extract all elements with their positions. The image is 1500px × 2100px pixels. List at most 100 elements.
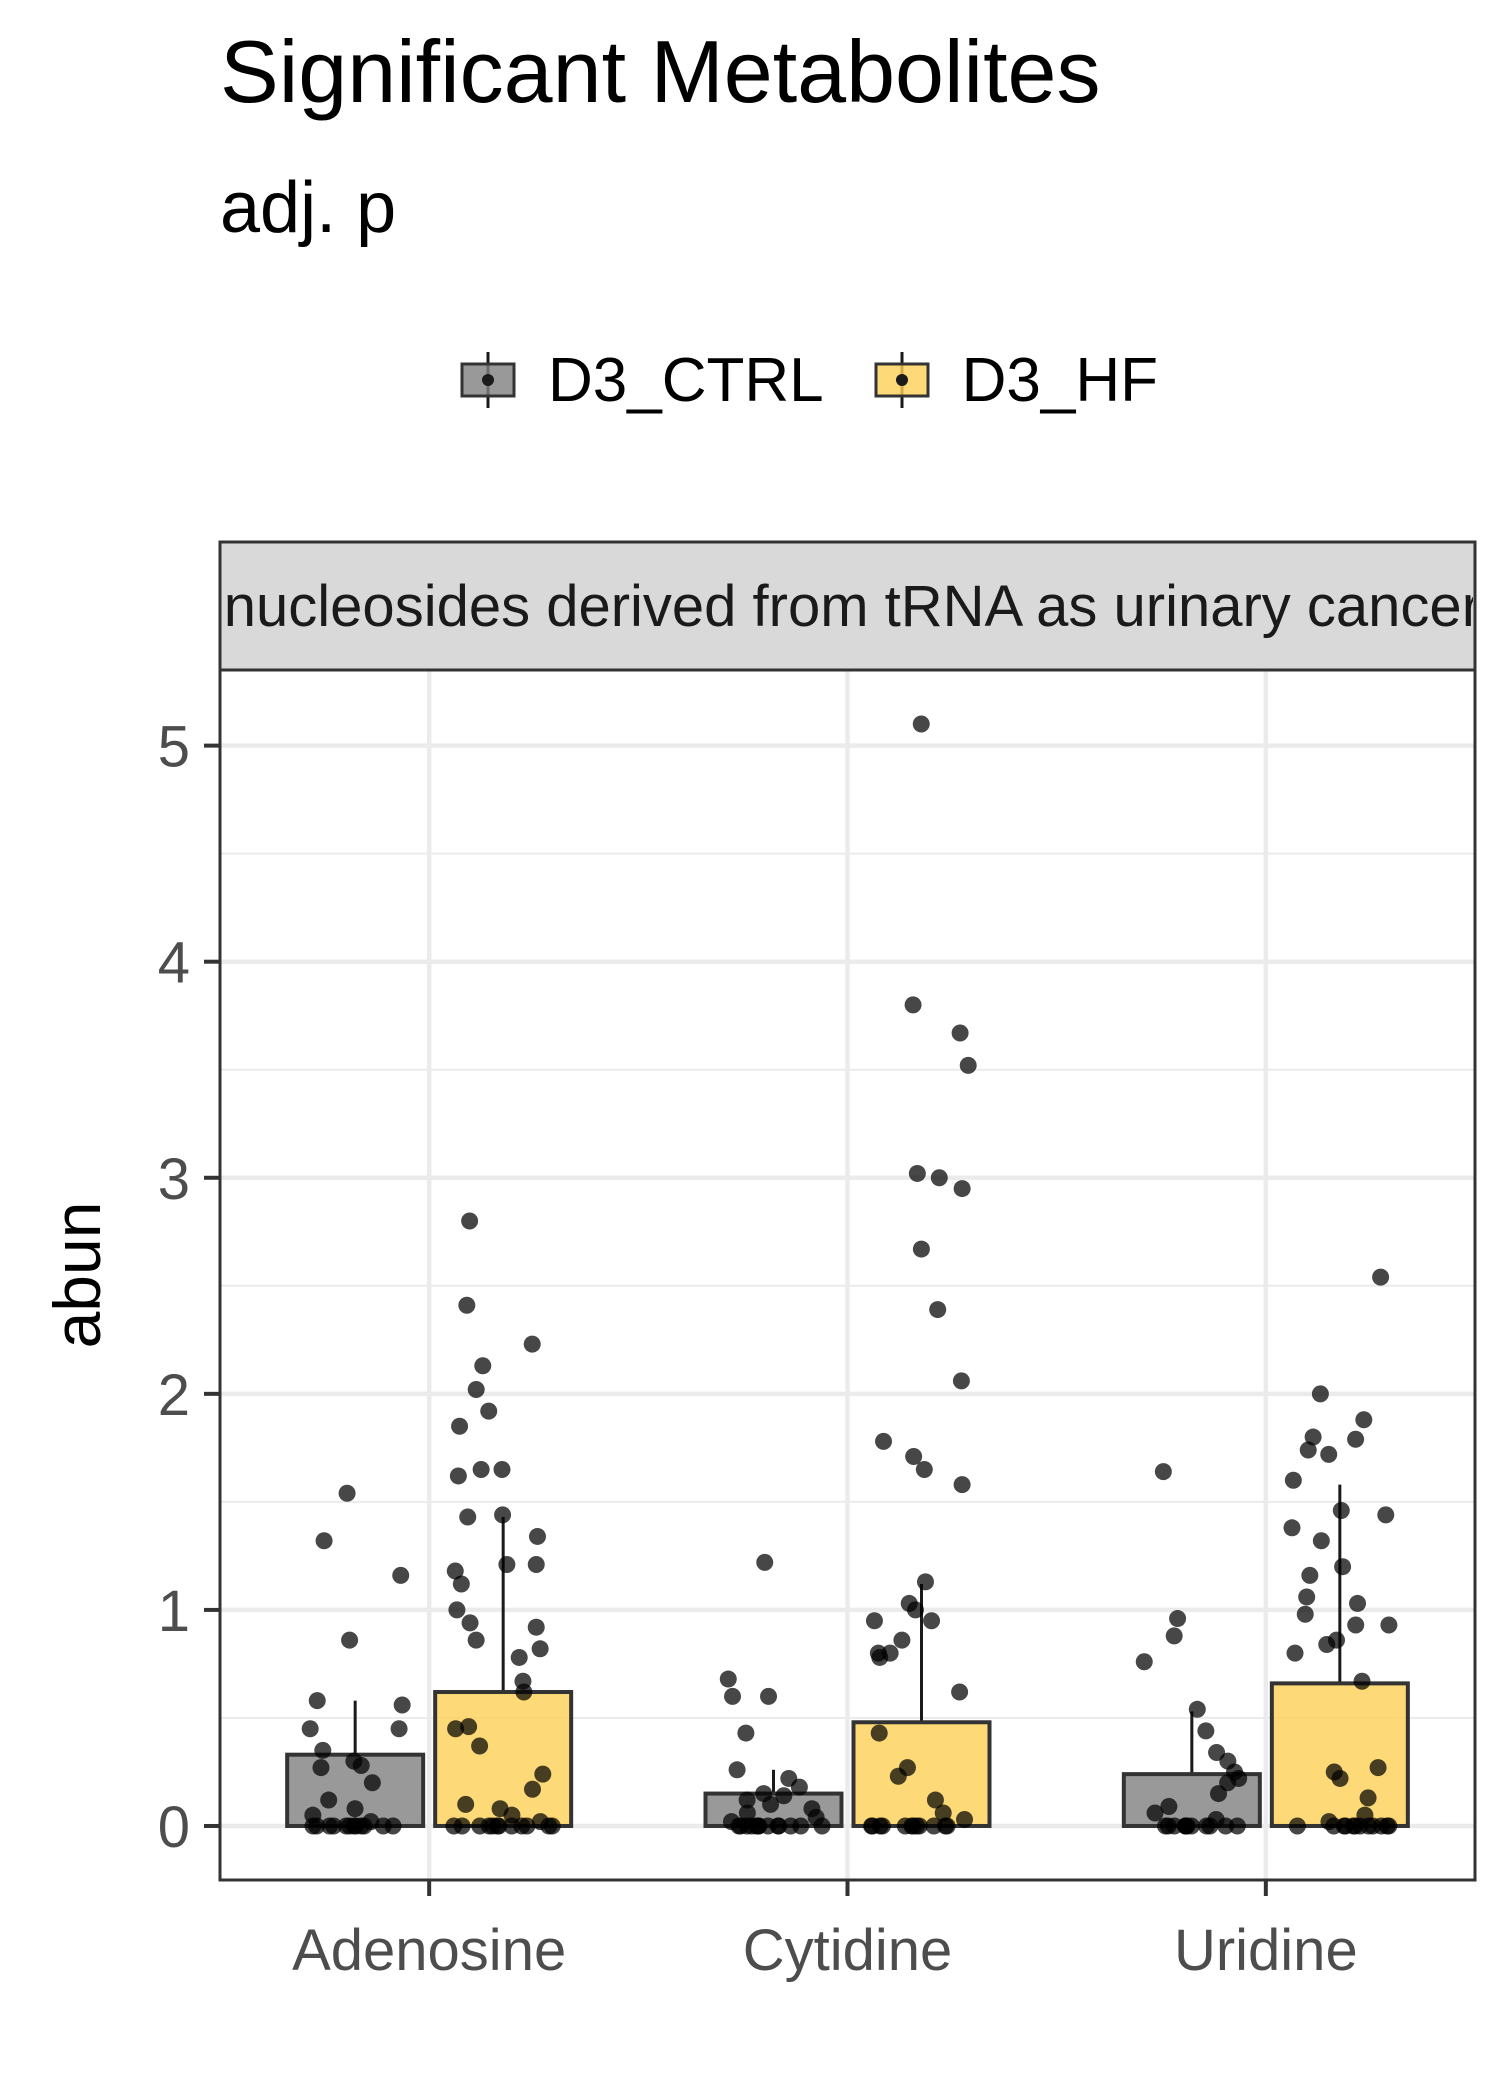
data-point [916,1573,934,1591]
data-point [1356,1806,1374,1824]
data-point [780,1769,798,1787]
data-point [518,1817,536,1835]
data-point [523,1335,541,1353]
data-point [908,1164,926,1182]
data-point [756,1553,774,1571]
data-point [875,1432,893,1450]
y-tick-label: 4 [158,931,190,996]
data-point [1353,1672,1371,1690]
data-point [912,715,930,733]
data-point [929,1301,947,1319]
data-point [1332,1502,1350,1520]
data-point [448,1601,466,1619]
data-point [953,1476,971,1494]
data-point [1347,1430,1365,1448]
data-point [792,1817,810,1835]
data-point [393,1696,411,1714]
data-point [491,1800,509,1818]
data-point [315,1532,333,1550]
data-point [1369,1759,1387,1777]
data-point [881,1644,899,1662]
data-point [1288,1817,1306,1835]
data-point [923,1612,941,1630]
data-point [1311,1385,1329,1403]
data-point [900,1594,918,1612]
data-point [1301,1566,1319,1584]
facet-strip-label: Modified nucleosides derived from tRNA a… [0,574,1500,639]
y-tick-label: 1 [158,1579,190,1644]
data-point [446,1562,464,1580]
data-point [472,1460,490,1478]
chart-title: Significant Metabolites [220,22,1101,121]
data-point [896,1817,914,1835]
y-tick-label: 3 [158,1147,190,1212]
data-point [1347,1616,1365,1634]
data-point [1146,1804,1164,1822]
bar-d3-hf-uridine [1269,1681,1410,1828]
data-point [750,1817,768,1835]
data-point [1346,1817,1364,1835]
data-point [1359,1789,1377,1807]
data-point [760,1687,778,1705]
data-point [755,1785,773,1803]
data-point [1377,1506,1395,1524]
legend: D3_CTRL D3_HF [458,340,1206,420]
y-axis-title: abun [40,1202,114,1349]
y-tick-label: 5 [158,715,190,780]
data-point [951,1024,969,1042]
data-point [527,1556,545,1574]
data-point [803,1800,821,1818]
data-point [312,1759,330,1777]
data-point [467,1381,485,1399]
facet-strip [218,540,1477,672]
x-tick-label-adenosine: Adenosine [292,1918,566,1983]
data-point [1355,1411,1373,1429]
data-point [337,1817,355,1835]
data-point [480,1402,498,1420]
data-point [461,1614,479,1632]
data-point [934,1804,952,1822]
data-point [722,1813,740,1831]
data-point [1228,1817,1246,1835]
data-point [738,1804,756,1822]
data-point [490,1817,508,1835]
data-point [449,1467,467,1485]
data-point [936,1817,954,1835]
data-point [1304,1428,1322,1446]
data-point [325,1817,343,1835]
data-point [452,1575,470,1593]
data-point [471,1737,489,1755]
data-point [341,1631,359,1649]
data-point [1286,1644,1304,1662]
data-point [451,1417,469,1435]
data-point [1177,1817,1195,1835]
data-point [320,1791,338,1809]
legend-label-ctrl: D3_CTRL [548,345,824,415]
data-point [304,1806,322,1824]
data-point [1334,1558,1352,1576]
data-point [510,1648,528,1666]
data-point [1169,1610,1187,1628]
data-point [461,1212,479,1230]
data-point [514,1672,532,1690]
data-point [1299,1441,1317,1459]
data-point [460,1718,478,1736]
data-point [926,1791,944,1809]
data-point [719,1670,737,1688]
data-point [528,1527,546,1545]
data-point [308,1692,326,1710]
y-tick-label: 0 [158,1795,190,1860]
legend-key-ctrl [460,352,516,408]
data-point [737,1724,755,1742]
data-point [493,1460,511,1478]
data-point [1160,1798,1178,1816]
data-point [534,1765,552,1783]
data-point [494,1506,512,1524]
data-point [898,1759,916,1777]
data-point [956,1811,974,1828]
data-point [1296,1605,1314,1623]
data-point [531,1640,549,1658]
data-point [1188,1700,1206,1718]
data-point [1320,1813,1338,1831]
data-point [915,1460,933,1478]
